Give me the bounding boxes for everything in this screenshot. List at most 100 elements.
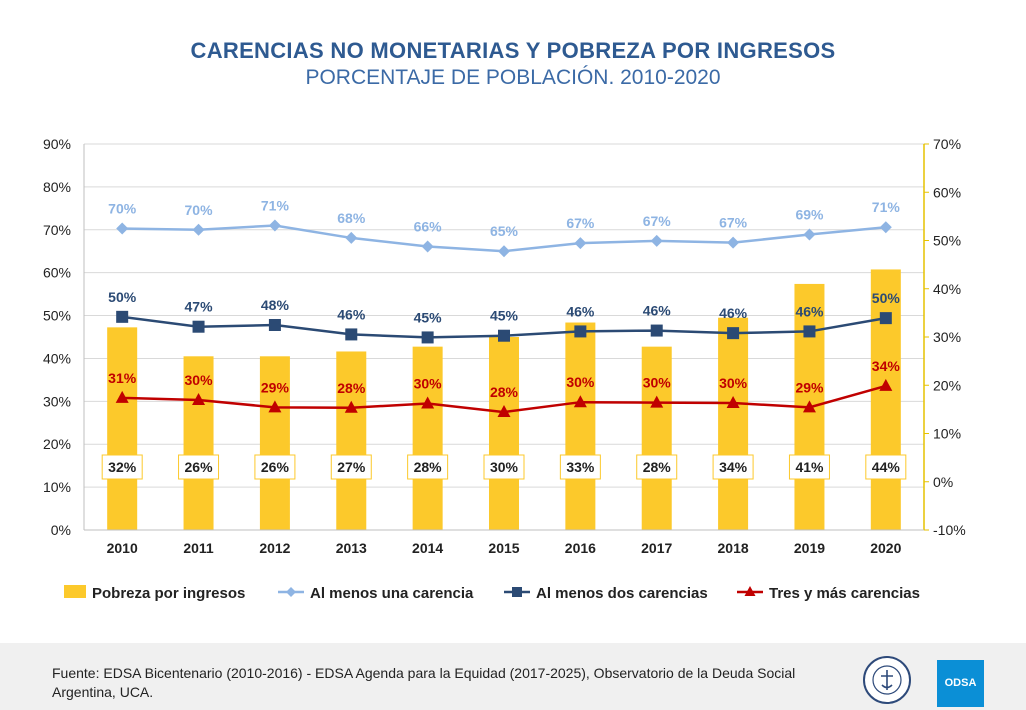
line-data-label: 71% bbox=[872, 199, 901, 215]
bar-data-label: 30% bbox=[490, 459, 519, 475]
data-point bbox=[192, 320, 205, 333]
data-point bbox=[192, 393, 206, 406]
y-left-tick-label: 60% bbox=[43, 265, 71, 281]
data-point bbox=[345, 231, 358, 244]
bar bbox=[336, 351, 367, 530]
y-left-tick-label: 40% bbox=[43, 350, 71, 366]
data-point bbox=[879, 312, 892, 325]
data-point bbox=[345, 328, 358, 341]
x-tick-label: 2012 bbox=[259, 540, 290, 556]
bar-data-label: 44% bbox=[872, 459, 901, 475]
y-left-tick-label: 0% bbox=[51, 522, 71, 538]
line-data-label: 30% bbox=[566, 374, 595, 390]
line-data-label: 46% bbox=[337, 306, 366, 322]
y-right-tick-label: -10% bbox=[933, 522, 966, 538]
line-data-label: 65% bbox=[490, 223, 519, 239]
combo-chart: 0% 10% 20% 30% 40% 50% 60% 70% 80% 90% -10% 0% 10% 20… bbox=[43, 136, 966, 602]
chart-subtitle: PORCENTAJE DE POBLACIÓN. 2010-2020 bbox=[305, 66, 721, 89]
legend-marker bbox=[744, 586, 756, 596]
bar-data-label: 33% bbox=[566, 459, 595, 475]
y-right-tick-label: 40% bbox=[933, 281, 961, 297]
university-seal-icon bbox=[863, 656, 911, 704]
y-left-tick-label: 50% bbox=[43, 308, 71, 324]
line-data-label: 50% bbox=[872, 290, 901, 306]
y-right-tick-label: 0% bbox=[933, 474, 953, 490]
x-tick-label: 2018 bbox=[718, 540, 749, 556]
y-left-tick-label: 30% bbox=[43, 393, 71, 409]
bar-data-label: 26% bbox=[261, 459, 290, 475]
y-right-tick-label: 10% bbox=[933, 426, 961, 442]
legend-marker bbox=[286, 587, 296, 597]
line-data-label: 70% bbox=[108, 200, 137, 216]
line-data-label: 70% bbox=[185, 202, 214, 218]
line-data-label: 48% bbox=[261, 297, 290, 313]
bar bbox=[183, 356, 214, 530]
data-point bbox=[574, 325, 587, 338]
data-point bbox=[421, 396, 435, 409]
bar bbox=[641, 346, 672, 530]
data-point bbox=[344, 400, 358, 413]
x-tick-label: 2016 bbox=[565, 540, 596, 556]
line-data-label: 69% bbox=[795, 206, 824, 222]
bar-label-box bbox=[788, 454, 830, 480]
line-data-label: 29% bbox=[795, 379, 824, 395]
y-left-tick-label: 20% bbox=[43, 436, 71, 452]
y-right-tick-label: 20% bbox=[933, 377, 961, 393]
data-point bbox=[498, 245, 510, 258]
bar bbox=[565, 322, 596, 530]
y-left-tick-label: 80% bbox=[43, 179, 71, 195]
line-data-label: 71% bbox=[261, 197, 290, 213]
bar-label-box bbox=[101, 454, 143, 480]
data-point bbox=[727, 327, 740, 340]
chart-title: CARENCIAS NO MONETARIAS Y POBREZA POR IN… bbox=[190, 38, 836, 63]
line-data-label: 30% bbox=[414, 375, 443, 391]
data-point bbox=[498, 329, 510, 342]
bar bbox=[412, 346, 443, 530]
data-point bbox=[268, 318, 281, 331]
y-left-tick-label: 70% bbox=[43, 222, 71, 238]
footer-bar bbox=[0, 643, 1026, 710]
bar-label-box bbox=[636, 454, 678, 480]
y-right-tick-label: 50% bbox=[933, 233, 961, 249]
y-left-tick-label: 90% bbox=[43, 136, 71, 152]
data-point bbox=[268, 219, 281, 232]
x-tick-label: 2020 bbox=[870, 540, 901, 556]
bar bbox=[489, 337, 519, 530]
bar-label-box bbox=[483, 454, 525, 480]
x-tick-label: 2017 bbox=[641, 540, 672, 556]
data-point bbox=[497, 405, 511, 418]
odsa-logo: ODSA bbox=[937, 660, 984, 707]
bar-label-box bbox=[407, 454, 449, 480]
bar-data-label: 34% bbox=[719, 459, 748, 475]
bar bbox=[718, 317, 749, 530]
data-point bbox=[650, 324, 663, 337]
legend-swatch bbox=[64, 585, 86, 598]
line-data-label: 50% bbox=[108, 289, 137, 305]
line-data-label: 28% bbox=[490, 384, 519, 400]
line-data-label: 66% bbox=[414, 219, 443, 235]
bar-data-label: 41% bbox=[795, 459, 824, 475]
source-note: Fuente: EDSA Bicentenario (2010-2016) - … bbox=[52, 665, 796, 700]
bar-label-box bbox=[178, 454, 220, 480]
bar bbox=[870, 269, 901, 530]
bar bbox=[107, 327, 138, 530]
data-point bbox=[421, 240, 434, 253]
y-right-tick-label: 70% bbox=[933, 136, 961, 152]
line-data-label: 68% bbox=[337, 210, 366, 226]
bar-data-label: 28% bbox=[414, 459, 443, 475]
data-point bbox=[879, 378, 893, 391]
line-data-label: 47% bbox=[185, 299, 214, 315]
x-tick-label: 2015 bbox=[488, 540, 519, 556]
y-left-tick-label: 10% bbox=[43, 479, 71, 495]
data-point bbox=[192, 223, 205, 236]
line-data-label: 67% bbox=[719, 215, 748, 231]
line-data-label: 30% bbox=[185, 372, 214, 388]
x-tick-label: 2010 bbox=[107, 540, 138, 556]
line-data-label: 45% bbox=[490, 308, 519, 324]
legend-label: Al menos dos carencias bbox=[536, 585, 708, 602]
data-point bbox=[802, 400, 816, 413]
bar-label-box bbox=[559, 454, 601, 480]
line-data-label: 45% bbox=[414, 309, 443, 325]
line-data-label: 34% bbox=[872, 358, 901, 374]
data-point bbox=[421, 331, 434, 344]
